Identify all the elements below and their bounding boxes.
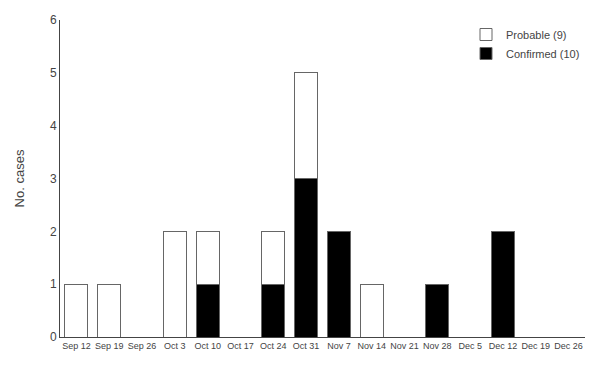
svg-text:Oct 10: Oct 10 xyxy=(194,341,221,351)
svg-text:0: 0 xyxy=(50,330,57,344)
svg-text:Nov 28: Nov 28 xyxy=(423,341,452,351)
svg-text:Oct 24: Oct 24 xyxy=(260,341,287,351)
svg-text:Dec 5: Dec 5 xyxy=(458,341,482,351)
svg-text:Oct 31: Oct 31 xyxy=(293,341,320,351)
svg-text:Confirmed (10): Confirmed (10) xyxy=(506,48,579,60)
svg-text:Nov 21: Nov 21 xyxy=(390,341,419,351)
svg-text:Probable (9): Probable (9) xyxy=(506,29,567,41)
svg-text:1: 1 xyxy=(50,277,57,291)
svg-text:Nov 14: Nov 14 xyxy=(357,341,386,351)
svg-text:2: 2 xyxy=(50,225,57,239)
svg-text:Dec 26: Dec 26 xyxy=(554,341,583,351)
svg-text:Nov 7: Nov 7 xyxy=(327,341,351,351)
svg-text:Oct 3: Oct 3 xyxy=(164,341,186,351)
svg-text:Oct 17: Oct 17 xyxy=(227,341,254,351)
svg-text:No. cases: No. cases xyxy=(12,149,27,207)
svg-text:Dec 12: Dec 12 xyxy=(489,341,518,351)
svg-text:4: 4 xyxy=(50,119,57,133)
svg-text:Sep 12: Sep 12 xyxy=(62,341,91,351)
svg-text:Dec 19: Dec 19 xyxy=(522,341,551,351)
svg-text:3: 3 xyxy=(50,172,57,186)
svg-text:Sep 26: Sep 26 xyxy=(128,341,157,351)
svg-text:Sep 19: Sep 19 xyxy=(95,341,124,351)
svg-text:5: 5 xyxy=(50,66,57,80)
svg-text:6: 6 xyxy=(50,13,57,27)
